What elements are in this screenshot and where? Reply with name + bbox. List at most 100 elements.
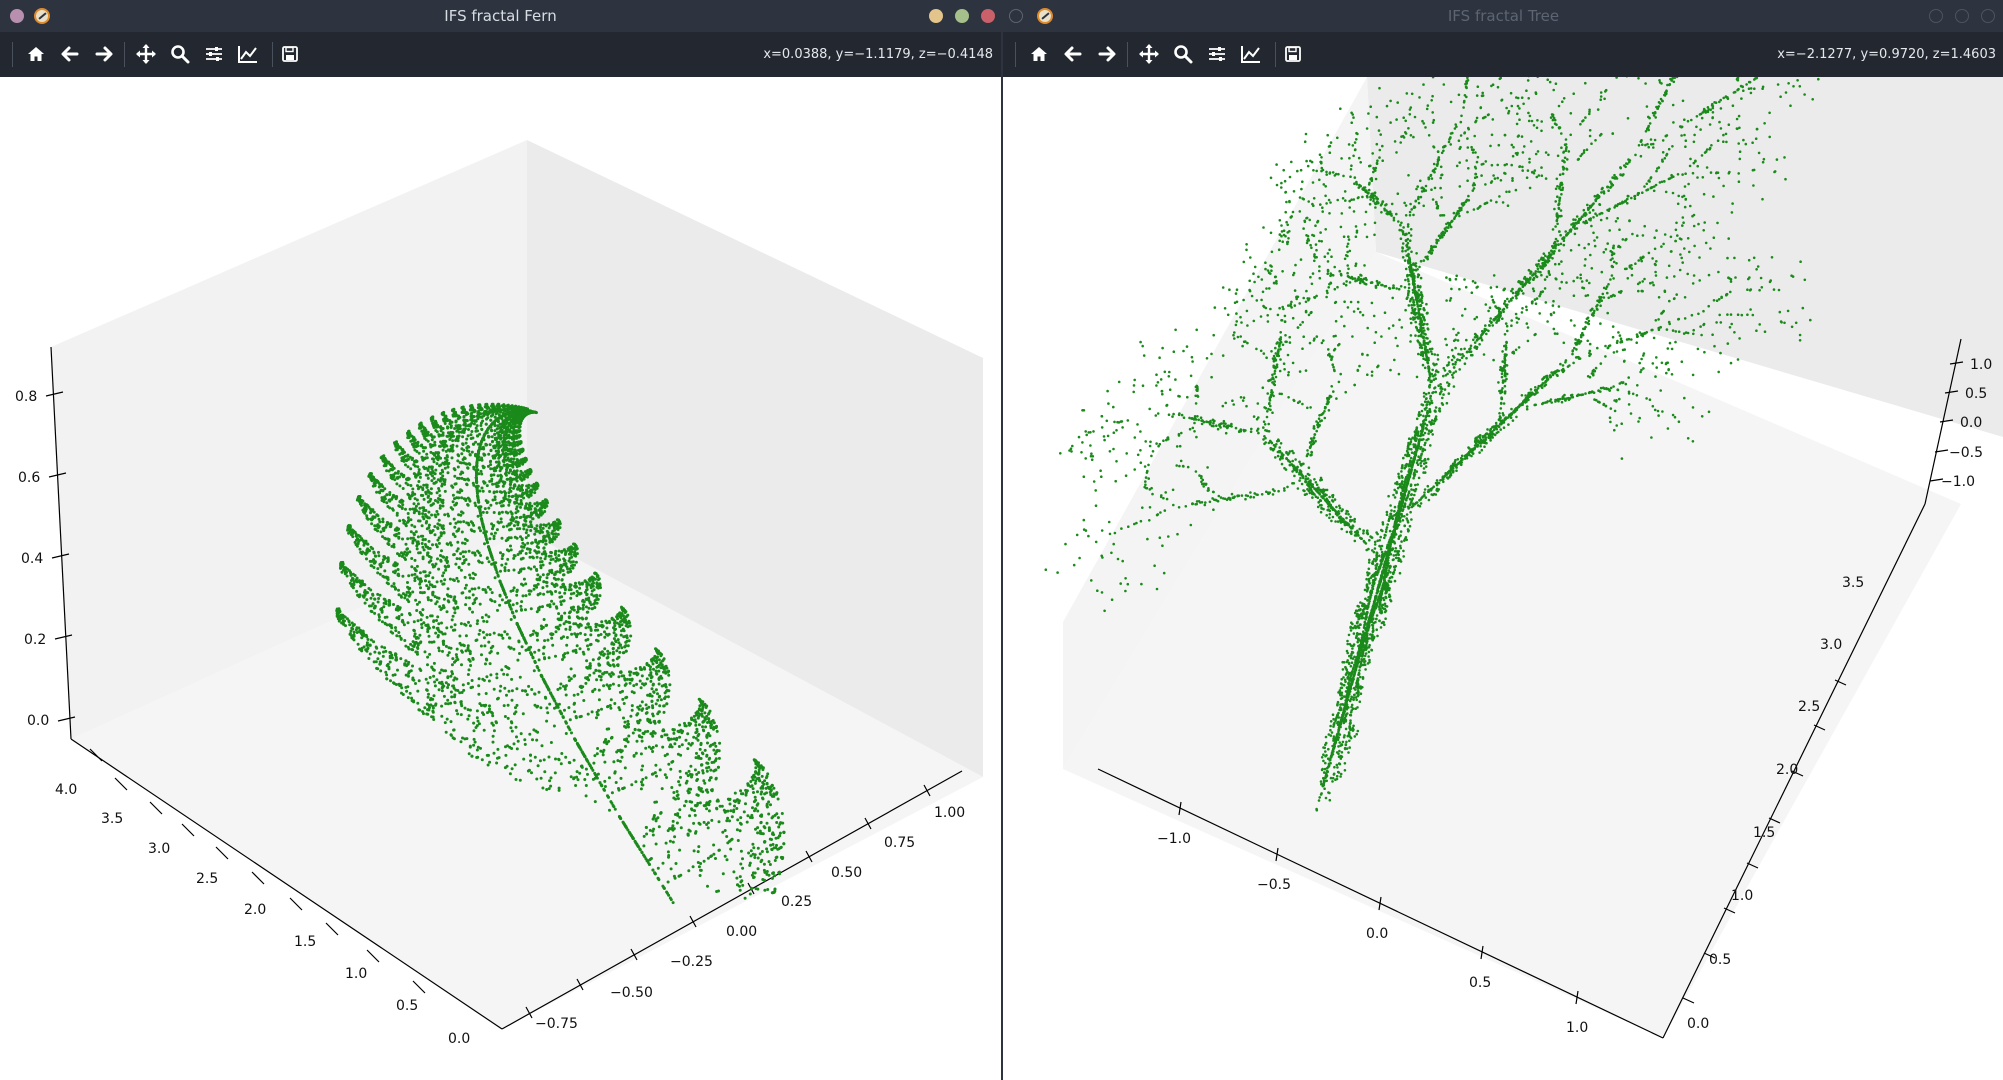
close-button[interactable] bbox=[981, 9, 995, 23]
scatter-point bbox=[644, 703, 648, 707]
scatter-point bbox=[575, 741, 579, 745]
scatter-point bbox=[603, 760, 607, 764]
zoom-icon[interactable] bbox=[165, 40, 195, 68]
scatter-point bbox=[560, 752, 564, 755]
scatter-point bbox=[543, 656, 546, 660]
scatter-point bbox=[503, 494, 507, 498]
scatter-point bbox=[640, 768, 644, 772]
scatter-point bbox=[365, 643, 369, 647]
scatter-point bbox=[467, 428, 470, 431]
x-tick-label: 0.50 bbox=[831, 865, 862, 881]
scatter-point bbox=[486, 763, 490, 767]
scatter-point bbox=[481, 437, 485, 440]
scatter-point bbox=[644, 826, 648, 829]
scatter-point bbox=[541, 573, 545, 577]
scatter-point bbox=[564, 684, 568, 688]
scatter-point bbox=[432, 668, 436, 672]
scatter-point bbox=[511, 589, 515, 592]
scatter-point bbox=[467, 596, 471, 600]
scatter-point bbox=[482, 636, 486, 640]
scatter-point bbox=[567, 679, 571, 683]
edit-axis-icon[interactable] bbox=[233, 40, 263, 68]
scatter-point bbox=[452, 517, 456, 521]
back-arrow-icon[interactable] bbox=[55, 40, 85, 68]
scatter-point bbox=[462, 477, 466, 481]
scatter-point bbox=[763, 870, 767, 874]
scatter-point bbox=[468, 624, 472, 628]
scatter-point bbox=[600, 650, 604, 654]
scatter-point bbox=[723, 829, 727, 832]
scatter-point bbox=[622, 716, 625, 720]
scatter-point bbox=[680, 743, 684, 747]
scatter-point bbox=[470, 679, 474, 682]
scatter-point bbox=[503, 766, 507, 770]
pan-icon[interactable] bbox=[131, 40, 161, 68]
scatter-point bbox=[630, 704, 634, 708]
scatter-point bbox=[414, 530, 418, 534]
scatter-point bbox=[512, 647, 516, 651]
scatter-point bbox=[460, 691, 464, 694]
fern-titlebar[interactable]: IFS fractal Fern bbox=[0, 0, 1001, 32]
configure-subplots-icon[interactable] bbox=[199, 40, 229, 68]
scatter-point bbox=[446, 512, 450, 516]
scatter-point bbox=[695, 793, 699, 797]
scatter-point bbox=[524, 552, 528, 555]
home-icon[interactable] bbox=[21, 40, 51, 68]
scatter-point bbox=[450, 695, 454, 699]
scatter-point bbox=[620, 646, 624, 650]
scatter-point bbox=[476, 442, 480, 446]
scatter-point bbox=[548, 524, 552, 528]
fern-plot-canvas[interactable]: 0.8 0.6 0.4 0.2 0.0 4.0 3.5 3.0 2.5 2.0 … bbox=[0, 77, 1001, 1080]
scatter-point bbox=[569, 592, 573, 596]
scatter-point bbox=[441, 433, 445, 437]
scatter-point bbox=[629, 714, 633, 718]
scatter-point bbox=[440, 441, 444, 445]
scatter-point bbox=[402, 623, 406, 627]
window-menu-dot[interactable] bbox=[10, 9, 24, 23]
scatter-point bbox=[461, 550, 465, 554]
scatter-point bbox=[392, 585, 396, 589]
scatter-point bbox=[669, 743, 673, 747]
scatter-point bbox=[636, 705, 640, 709]
scatter-point bbox=[421, 534, 425, 538]
scatter-point bbox=[586, 638, 590, 641]
scatter-point bbox=[478, 489, 482, 493]
scatter-point bbox=[406, 696, 410, 700]
save-icon[interactable] bbox=[275, 40, 305, 68]
scatter-point bbox=[442, 597, 446, 601]
scatter-point bbox=[522, 577, 526, 581]
scatter-point bbox=[471, 657, 475, 661]
scatter-point bbox=[631, 731, 635, 735]
scatter-point bbox=[421, 515, 425, 519]
fern-3d-plot[interactable]: 0.8 0.6 0.4 0.2 0.0 4.0 3.5 3.0 2.5 2.0 … bbox=[0, 77, 1001, 1080]
scatter-point bbox=[466, 503, 470, 507]
scatter-point bbox=[350, 636, 354, 640]
scatter-point bbox=[574, 648, 578, 652]
maximize-button[interactable] bbox=[955, 9, 969, 23]
scatter-point bbox=[460, 461, 464, 465]
app-icon[interactable] bbox=[34, 8, 50, 24]
scatter-point bbox=[530, 488, 534, 492]
scatter-point bbox=[528, 472, 532, 476]
scatter-point bbox=[555, 570, 559, 574]
scatter-point bbox=[525, 488, 528, 492]
scatter-point bbox=[657, 695, 661, 699]
scatter-point bbox=[431, 565, 435, 569]
scatter-point bbox=[517, 484, 521, 488]
scatter-point bbox=[546, 711, 550, 715]
x-tick-label: −0.75 bbox=[535, 1016, 578, 1032]
minimize-button[interactable] bbox=[929, 9, 943, 23]
scatter-point bbox=[485, 633, 489, 637]
scatter-point bbox=[554, 757, 557, 761]
scatter-point bbox=[609, 698, 613, 702]
scatter-point bbox=[651, 868, 655, 872]
scatter-point bbox=[431, 529, 435, 532]
scatter-point bbox=[408, 613, 412, 617]
scatter-point bbox=[577, 616, 581, 620]
scatter-point bbox=[519, 535, 522, 539]
scatter-point bbox=[518, 569, 522, 573]
scatter-point bbox=[392, 582, 396, 586]
scatter-point bbox=[404, 673, 408, 677]
scatter-point bbox=[505, 693, 508, 697]
forward-arrow-icon[interactable] bbox=[89, 40, 119, 68]
